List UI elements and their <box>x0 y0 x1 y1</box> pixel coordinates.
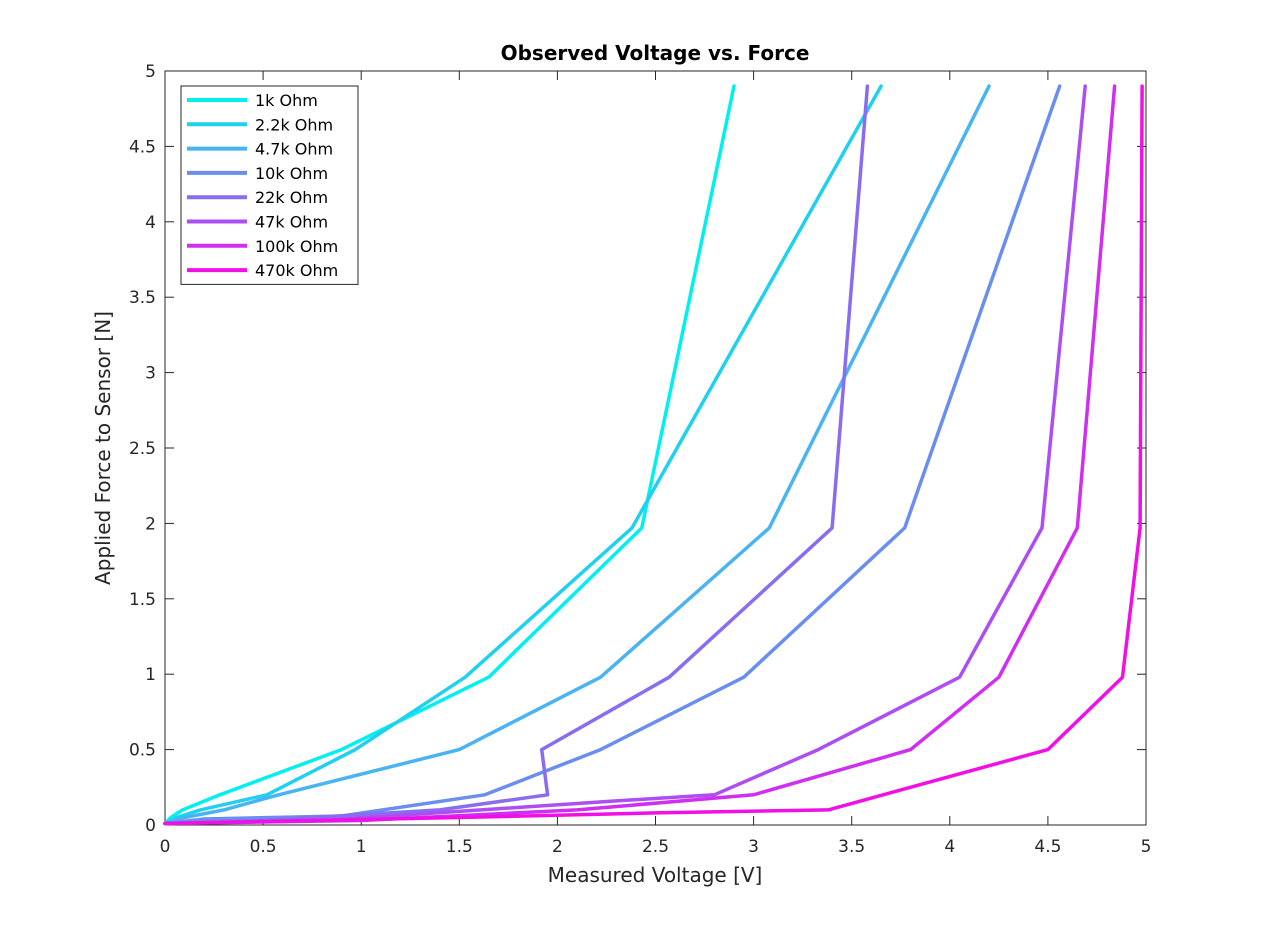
legend-entry-label: 22k Ohm <box>255 188 328 207</box>
x-tick-label: 0 <box>160 837 171 857</box>
legend-entry-label: 1k Ohm <box>255 91 318 110</box>
x-tick-label: 1.5 <box>446 837 473 857</box>
legend-entry-label: 4.7k Ohm <box>255 140 333 159</box>
legend-entry-label: 100k Ohm <box>255 237 338 256</box>
legend: 1k Ohm 2.2k Ohm 4.7k Ohm 10k Ohm 22k Ohm 47k … <box>180 85 359 285</box>
x-tick-label: 4.5 <box>1034 837 1061 857</box>
legend-box <box>180 85 359 285</box>
y-tick-label: 1 <box>145 665 156 685</box>
legend-entry-label: 10k Ohm <box>255 164 328 183</box>
x-tick-label: 4 <box>944 837 955 857</box>
legend-entry-label: 2.2k Ohm <box>255 115 333 134</box>
series-line-470k-ohm <box>163 84 1144 826</box>
y-tick-label: 3 <box>145 364 156 384</box>
x-tick-label: 3 <box>748 837 759 857</box>
series-line-4-7k-ohm <box>163 84 991 826</box>
chart-title: Observed Voltage vs. Force <box>501 41 810 65</box>
legend-entry-label: 47k Ohm <box>255 213 328 232</box>
x-tick-label: 2 <box>552 837 563 857</box>
y-tick-label: 1.5 <box>129 590 156 610</box>
y-tick-label: 0.5 <box>129 741 156 761</box>
x-tick-label: 1 <box>356 837 367 857</box>
y-tick-label: 4.5 <box>129 137 156 157</box>
x-tick-label: 2.5 <box>642 837 669 857</box>
series-line-2-2k-ohm <box>163 84 883 826</box>
y-tick-label: 4 <box>145 213 156 233</box>
legend-entry-label: 470k Ohm <box>255 261 338 280</box>
x-tick-label: 3.5 <box>838 837 865 857</box>
y-tick-label: 2.5 <box>129 439 156 459</box>
y-tick-label: 2 <box>145 514 156 534</box>
axis-ticks: 0 0.5 1 1.5 2 2.5 3 3.5 4 4.5 5 0 0.5 1 1.5 2 2.5 3 3.5 4 4.… <box>129 62 1151 857</box>
x-tick-label: 0.5 <box>250 837 277 857</box>
series-line-22k-ohm <box>163 84 870 826</box>
series-line-10k-ohm <box>163 84 1062 826</box>
y-tick-label: 3.5 <box>129 288 156 308</box>
x-axis-label: Measured Voltage [V] <box>548 863 763 887</box>
y-tick-label: 0 <box>145 816 156 836</box>
series-line-47k-ohm <box>163 84 1087 826</box>
y-axis-label: Applied Force to Sensor [N] <box>91 311 115 585</box>
series-line-1k-ohm <box>163 84 736 826</box>
x-tick-label: 5 <box>1141 837 1152 857</box>
y-tick-label: 5 <box>145 62 156 82</box>
series-layer <box>163 84 1144 826</box>
